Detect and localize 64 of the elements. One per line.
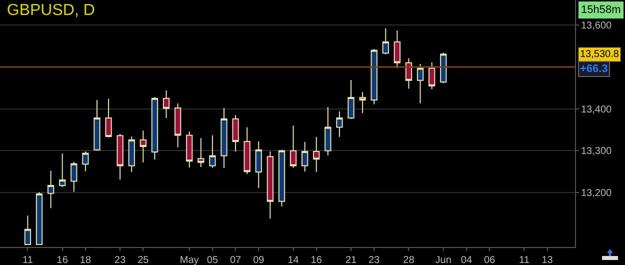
candlestick bbox=[348, 79, 354, 120]
candlestick bbox=[174, 102, 182, 148]
candlestick bbox=[59, 153, 66, 188]
x-tick-label: 11 bbox=[22, 255, 34, 265]
candlestick bbox=[244, 126, 250, 175]
y-tick-label: 13,400 bbox=[581, 104, 612, 116]
candlestick bbox=[36, 192, 43, 245]
candlestick bbox=[151, 96, 158, 160]
candlestick bbox=[405, 58, 412, 90]
candlestick bbox=[313, 136, 320, 173]
x-tick-label: Jun bbox=[435, 255, 452, 265]
candlestick bbox=[116, 133, 124, 180]
text: +66.3 bbox=[580, 63, 608, 75]
candlestick bbox=[428, 62, 436, 90]
x-tick-label: 25 bbox=[138, 255, 150, 265]
x-tick-label: 28 bbox=[403, 255, 415, 265]
candlestick bbox=[162, 90, 170, 119]
x-tick-label: 11 bbox=[519, 255, 530, 265]
candlestick bbox=[140, 130, 146, 163]
candlestick bbox=[290, 125, 297, 168]
candlestick bbox=[82, 151, 89, 172]
chart-title: GBPUSD, D bbox=[6, 2, 95, 20]
candlestick bbox=[198, 138, 204, 168]
candlestick bbox=[278, 149, 286, 207]
candlestick bbox=[128, 136, 135, 173]
candlestick bbox=[359, 92, 366, 114]
candlestick bbox=[255, 141, 262, 188]
x-tick-label: 21 bbox=[345, 255, 357, 265]
x-tick-label: 23 bbox=[368, 255, 380, 265]
candlestick bbox=[394, 30, 401, 69]
candlestick bbox=[209, 134, 216, 168]
candlestick bbox=[301, 141, 308, 172]
candlestick bbox=[220, 108, 228, 168]
candlestick bbox=[105, 98, 112, 138]
y-tick-label: 13,200 bbox=[581, 188, 612, 200]
candlestick bbox=[24, 215, 32, 245]
candlestick bbox=[266, 151, 274, 220]
x-tick-label: 09 bbox=[253, 255, 265, 265]
y-tick-label: 13,600 bbox=[581, 20, 612, 32]
candlestick bbox=[440, 52, 447, 84]
x-tick-label: 18 bbox=[80, 255, 92, 265]
candlestick bbox=[336, 110, 343, 138]
x-tick-label: 16 bbox=[56, 255, 68, 265]
x-tick-label: 14 bbox=[288, 255, 300, 265]
x-tick-label: 07 bbox=[230, 255, 242, 265]
x-tick-label: 23 bbox=[114, 255, 126, 265]
candlestick bbox=[94, 100, 100, 152]
candlestick bbox=[324, 106, 332, 156]
y-tick-label: 13,300 bbox=[581, 146, 612, 158]
x-tick-label: May bbox=[180, 255, 199, 265]
candlestick bbox=[186, 130, 193, 168]
x-tick-label: 13 bbox=[542, 255, 554, 265]
annotation: 13,530.8 bbox=[580, 49, 620, 60]
candlestick bbox=[232, 114, 239, 152]
text: 15h58m bbox=[581, 4, 621, 16]
candlestick bbox=[382, 28, 389, 55]
x-tick-label: 04 bbox=[460, 255, 472, 265]
candlestick bbox=[47, 170, 54, 209]
x-tick-label: 16 bbox=[310, 255, 322, 265]
candlestick bbox=[70, 162, 78, 192]
candlestick bbox=[416, 64, 424, 104]
x-tick-label: 06 bbox=[484, 255, 496, 265]
candlestick bbox=[370, 48, 378, 105]
x-tick-label: 05 bbox=[206, 255, 218, 265]
